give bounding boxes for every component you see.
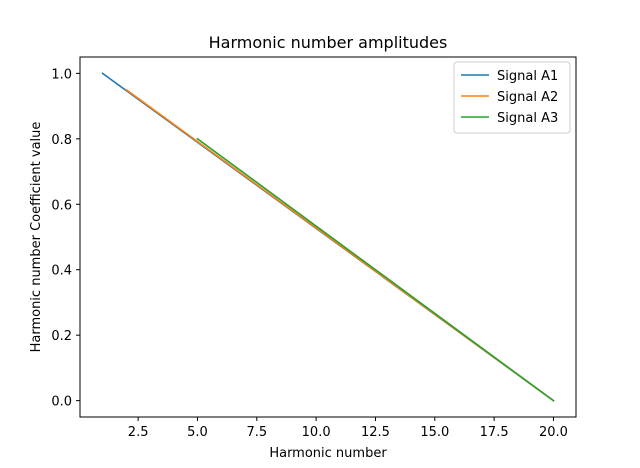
x-axis-label: Harmonic number [269,446,387,461]
x-tick-label: 7.5 [246,425,267,440]
y-axis: 0.0 0.2 0.4 0.6 0.8 1.0 [51,67,80,410]
x-tick-label: 12.5 [361,425,390,440]
legend-label: Signal A3 [497,111,558,126]
legend-box [453,61,571,134]
x-tick-label: 5.0 [187,425,208,440]
x-axis: 2.5 5.0 7.5 10.0 12.5 15.0 17.5 20.0 [128,417,568,440]
x-tick-label: 20.0 [539,425,568,440]
series-line-3 [196,137,555,402]
plot-frame [79,56,577,418]
y-tick-label: 1.0 [51,67,72,82]
y-tick-label: 0.6 [51,198,72,213]
legend-label: Signal A2 [497,90,558,105]
y-tick-label: 0.0 [51,395,72,410]
y-tick-label: 0.2 [51,329,72,344]
chart-title: Harmonic number amplitudes [209,33,448,52]
legend: Signal A1 Signal A2 Signal A3 [453,61,571,134]
y-tick-label: 0.8 [51,133,72,148]
x-tick-label: 10.0 [302,425,331,440]
x-tick-label: 17.5 [480,425,509,440]
legend-label: Signal A1 [497,69,558,84]
y-tick-label: 0.4 [51,264,72,279]
x-tick-label: 2.5 [128,425,149,440]
y-axis-label: Harmonic number Coefficient value [29,122,44,353]
series-lines [101,72,555,402]
x-tick-label: 15.0 [420,425,449,440]
